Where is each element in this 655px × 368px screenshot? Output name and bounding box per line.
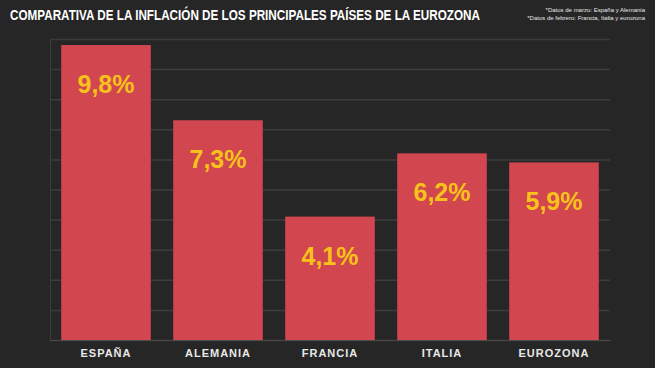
data-label: 6,2% [414,178,471,206]
x-tick: ESPAÑA [80,340,131,359]
x-axis-line [51,340,611,341]
background [0,0,655,368]
bar [509,162,599,340]
x-tick: ITALIA [422,340,463,359]
x-tick-label: EUROZONA [519,347,590,359]
title: COMPARATIVA DE LA INFLACIÓN DE LOS PRINC… [10,6,480,23]
plot: 9,8% 7,3% 4,1% 6,2% 5,9% ESPAÑA ALEMANIA FRANCI… [50,40,611,359]
data-label: 5,9% [526,187,583,215]
x-tick: ALEMANIA [185,340,251,359]
x-tick-label: ITALIA [422,347,463,359]
bars [61,45,599,340]
note: *Datos de marzo: España y Alemania [546,7,646,13]
bar [285,217,375,340]
data-labels: 9,8% 7,3% 4,1% 6,2% 5,9% [78,70,583,270]
grid-line [50,39,610,41]
x-tick-label: FRANCIA [302,347,359,359]
y-tick [50,340,610,341]
chart: COMPARATIVA DE LA INFLACIÓN DE LOS PRINC… [0,0,655,368]
x-tick: EUROZONA [519,340,590,359]
x-axis: ESPAÑA ALEMANIA FRANCIA ITALIA EUROZONA [51,340,611,359]
x-tick-label: ALEMANIA [185,347,251,359]
y-grid [50,40,610,341]
data-label: 9,8% [78,70,135,98]
data-label: 7,3% [190,145,247,173]
data-label: 4,1% [302,242,359,270]
y-axis-line [51,40,611,341]
note: *Datos de febrero: Francia, Italia y eur… [527,15,645,21]
bar [173,120,263,340]
x-tick-label: ESPAÑA [80,347,131,359]
bar [397,153,487,340]
bar [61,45,151,340]
x-tick: FRANCIA [302,340,359,359]
y-tick [50,39,610,40]
